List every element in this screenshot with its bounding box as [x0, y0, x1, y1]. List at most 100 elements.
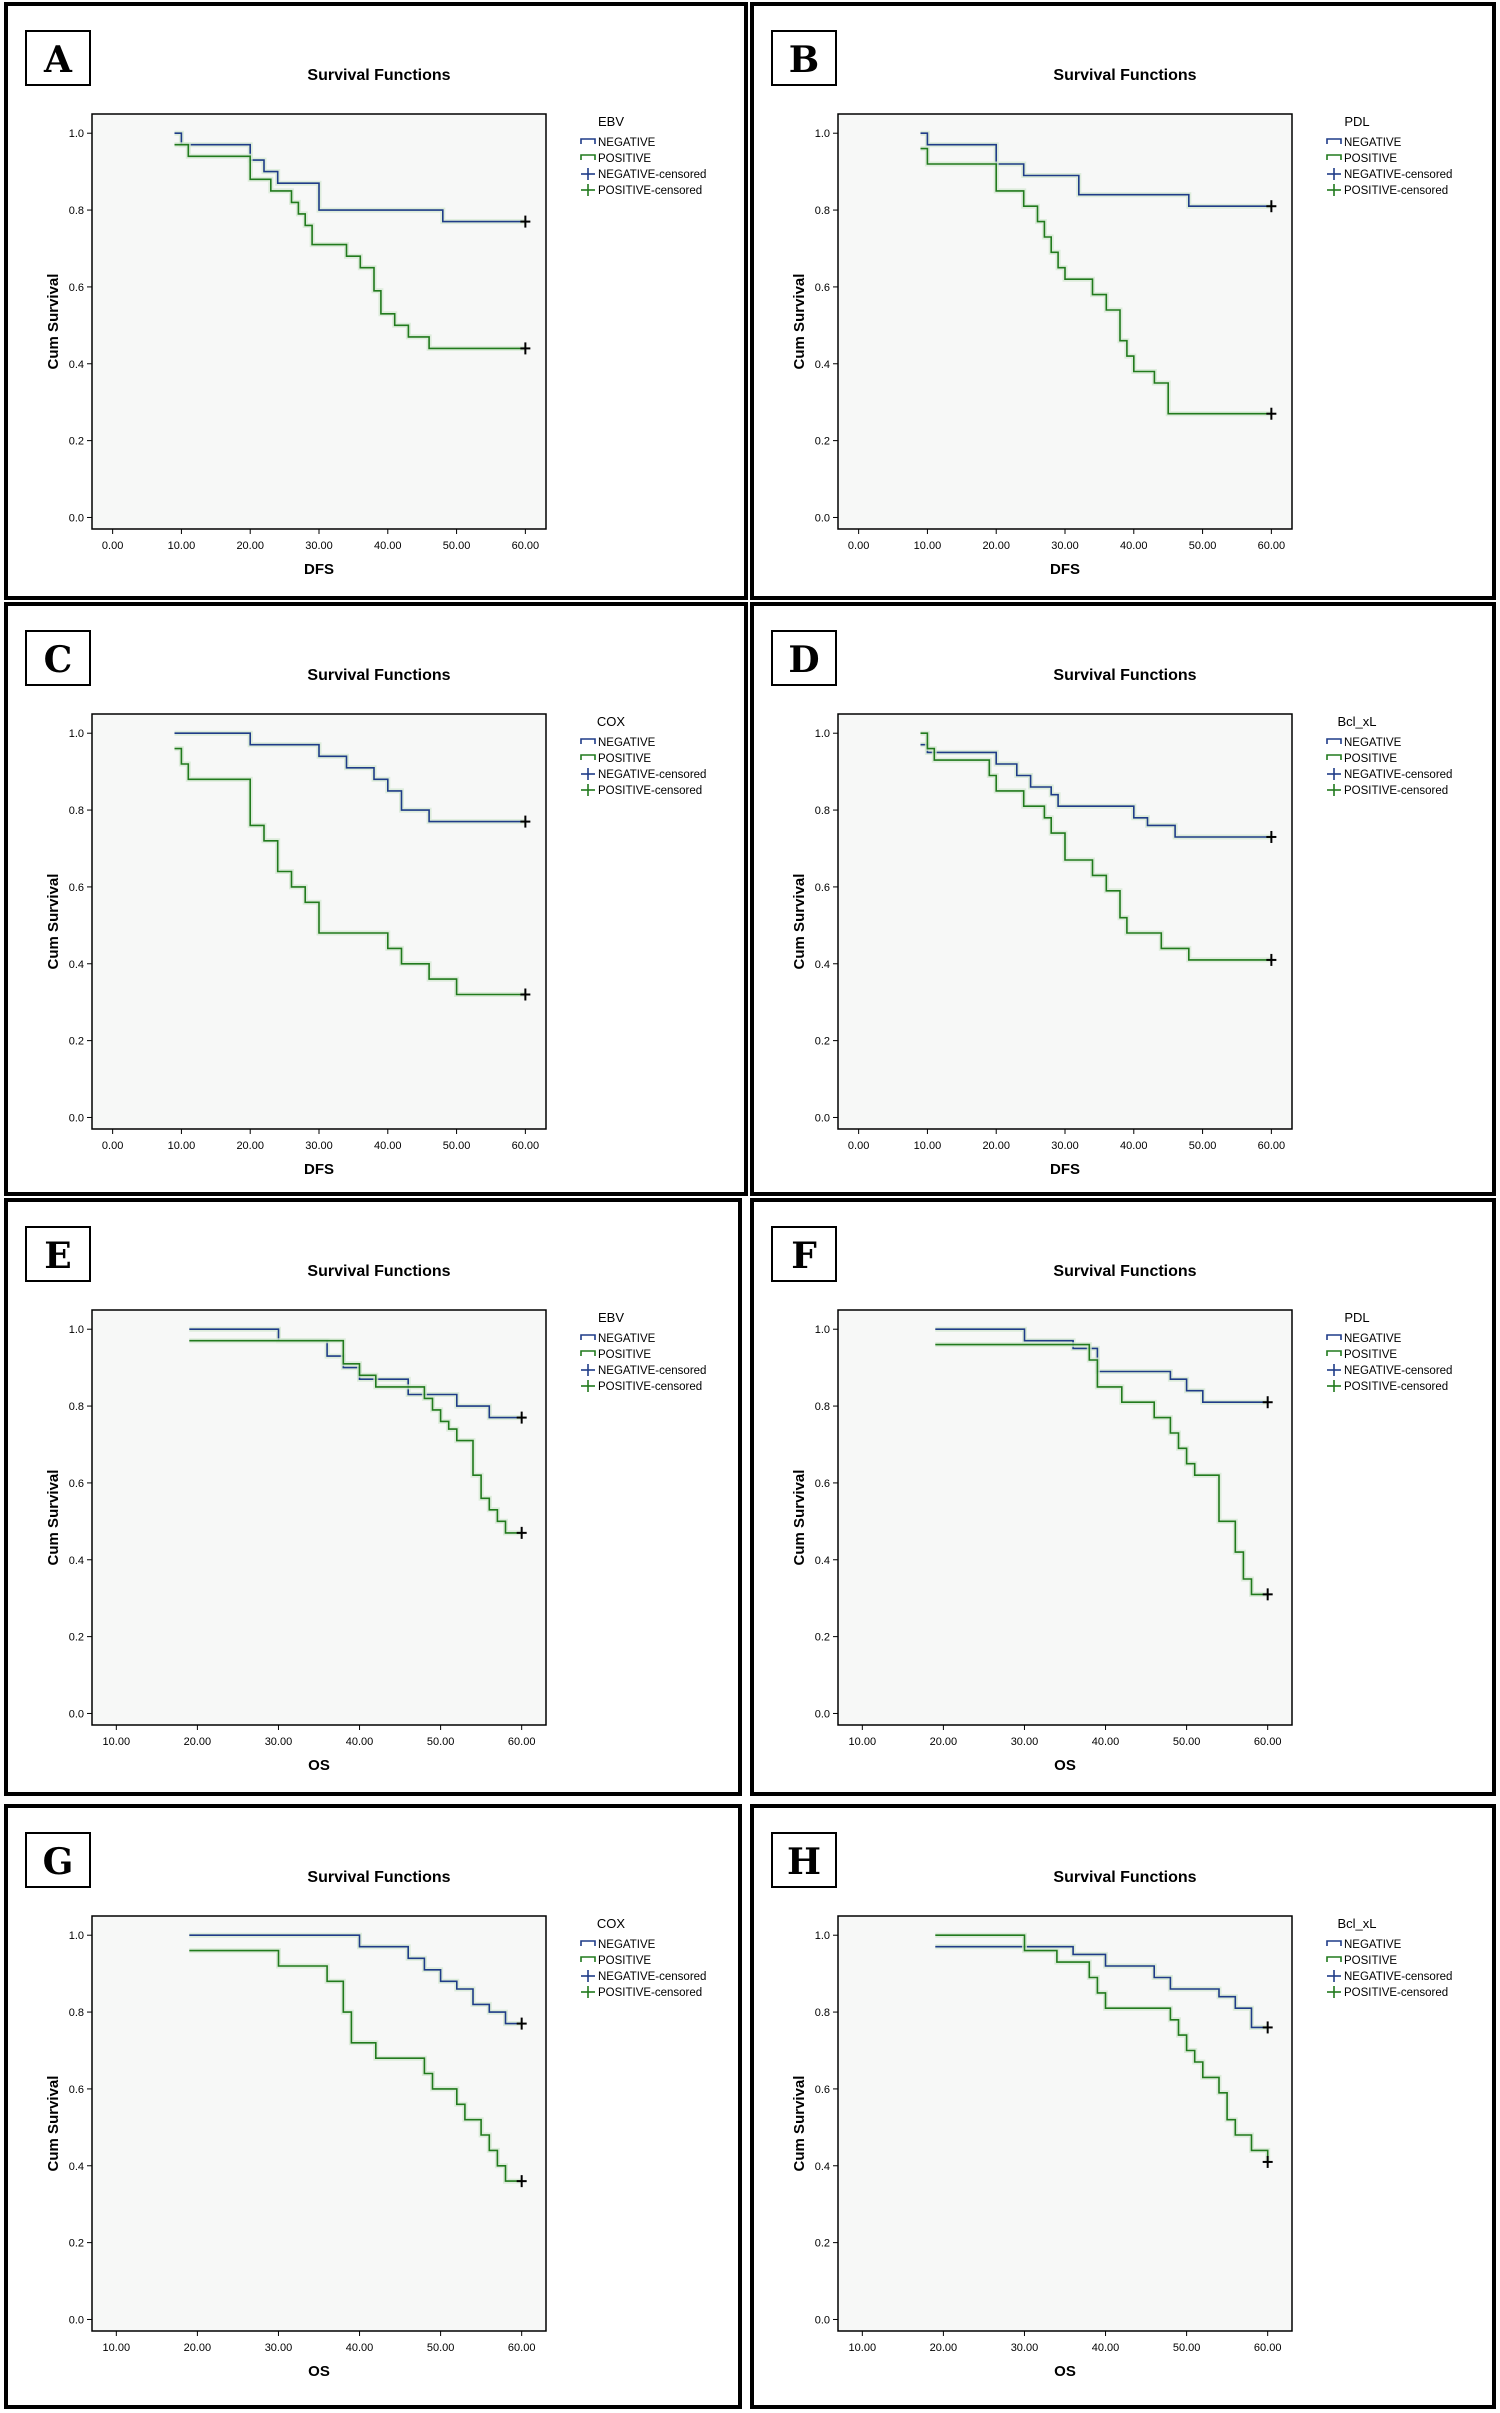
- y-axis-label: Cum Survival: [45, 874, 62, 970]
- legend-entry: POSITIVE-censored: [598, 185, 702, 197]
- legend-entry: POSITIVE-censored: [1344, 185, 1448, 197]
- series-line-negative: [935, 1945, 1268, 2029]
- x-tick-label: 20.00: [982, 540, 1010, 552]
- x-axis-label: DFS: [304, 1161, 334, 1178]
- chart-title: Survival Functions: [307, 1869, 450, 1886]
- x-tick-label: 30.00: [1051, 540, 1079, 552]
- x-tick-label: 60.00: [512, 540, 540, 552]
- panel-letter-box: [25, 30, 91, 86]
- y-tick-label: 0.4: [815, 359, 830, 371]
- legend-swatch: [1326, 1350, 1342, 1356]
- chart-title: Survival Functions: [1053, 67, 1196, 84]
- x-tick-label: 0.00: [848, 540, 869, 552]
- x-tick-label: 50.00: [1189, 1140, 1217, 1152]
- x-tick-label: 10.00: [914, 1140, 942, 1152]
- y-tick-label: 0.6: [815, 1478, 830, 1490]
- y-axis-label: Cum Survival: [45, 274, 62, 370]
- series-line-positive: [174, 747, 526, 996]
- x-tick-label: 40.00: [1120, 540, 1148, 552]
- panel-letter-box: [771, 630, 837, 686]
- x-axis-label: OS: [308, 2363, 330, 2380]
- y-tick-label: 1.0: [69, 728, 84, 740]
- x-axis-label: OS: [1054, 2363, 1076, 2380]
- panel-letter-box: [771, 1832, 837, 1888]
- x-tick-label: 10.00: [849, 2342, 877, 2354]
- plot-area: [837, 713, 1293, 1130]
- x-axis-label: DFS: [304, 561, 334, 578]
- legend-entry: NEGATIVE-censored: [598, 1365, 706, 1377]
- x-tick-label: 10.00: [849, 1736, 877, 1748]
- panel-b: B Survival Functions 0.0 0.2 0.4 0.6 0.8 1.0 0.0…: [750, 2, 1496, 600]
- x-tick-label: 50.00: [443, 540, 471, 552]
- x-tick-label: 20.00: [184, 1736, 212, 1748]
- y-tick-label: 0.0: [815, 2314, 830, 2326]
- y-tick-label: 1.0: [69, 128, 84, 140]
- y-tick-label: 0.6: [815, 882, 830, 894]
- panel-letter-box: [25, 1832, 91, 1888]
- chart-title: Survival Functions: [1053, 1869, 1196, 1886]
- x-tick-label: 40.00: [1120, 1140, 1148, 1152]
- y-tick-label: 0.0: [69, 1708, 84, 1720]
- y-tick-label: 1.0: [815, 1324, 830, 1336]
- y-tick-label: 0.2: [69, 2238, 84, 2250]
- x-tick-label: 50.00: [1173, 2342, 1201, 2354]
- plot-area: [91, 113, 547, 530]
- x-tick-label: 30.00: [1011, 2342, 1039, 2354]
- y-tick-label: 0.8: [69, 1401, 84, 1413]
- y-tick-label: 0.2: [815, 1632, 830, 1644]
- x-tick-label: 30.00: [1051, 1140, 1079, 1152]
- y-tick-label: 0.0: [69, 512, 84, 524]
- y-tick-label: 1.0: [815, 728, 830, 740]
- x-tick-label: 20.00: [236, 540, 264, 552]
- legend-swatch: [580, 154, 596, 160]
- y-tick-label: 0.2: [69, 436, 84, 448]
- legend-title: PDL: [1344, 1310, 1369, 1325]
- legend-entry: POSITIVE: [598, 153, 651, 165]
- y-tick-label: 1.0: [815, 128, 830, 140]
- legend-swatch: [580, 1350, 596, 1356]
- x-tick-label: 50.00: [1173, 1736, 1201, 1748]
- y-axis-label: Cum Survival: [791, 2076, 808, 2172]
- x-axis-label: OS: [1054, 1757, 1076, 1774]
- y-tick-label: 0.8: [815, 2007, 830, 2019]
- series-line-positive: [920, 147, 1272, 415]
- plot-area: [837, 113, 1293, 530]
- chart-title: Survival Functions: [307, 67, 450, 84]
- legend-entry: NEGATIVE-censored: [598, 169, 706, 181]
- legend-entry: POSITIVE-censored: [598, 1381, 702, 1393]
- legend-entry: NEGATIVE: [598, 1333, 656, 1345]
- legend-entry: POSITIVE: [598, 753, 651, 765]
- x-tick-label: 40.00: [374, 540, 402, 552]
- panel-letter: B: [789, 39, 819, 81]
- x-tick-label: 50.00: [427, 1736, 455, 1748]
- legend-entry: NEGATIVE-censored: [1344, 169, 1452, 181]
- legend-swatch: [1326, 1940, 1342, 1946]
- legend-swatch: [580, 1940, 596, 1946]
- legend-swatch: [580, 738, 596, 744]
- y-tick-label: 0.4: [815, 959, 830, 971]
- legend-title: PDL: [1344, 114, 1369, 129]
- x-tick-label: 40.00: [374, 1140, 402, 1152]
- chart-title: Survival Functions: [307, 667, 450, 684]
- series-line-positive: [920, 732, 1272, 961]
- x-tick-label: 60.00: [1254, 1736, 1282, 1748]
- legend-entry: POSITIVE: [1344, 753, 1397, 765]
- y-axis-label: Cum Survival: [791, 874, 808, 970]
- legend-entry: POSITIVE: [1344, 153, 1397, 165]
- x-tick-label: 0.00: [848, 1140, 869, 1152]
- panel-a: A Survival Functions 0.0 0.2 0.4 0.6 0.8 1.0 0.0…: [4, 2, 748, 600]
- legend-swatch: [580, 138, 596, 144]
- series-line-positive: [174, 143, 526, 350]
- y-tick-label: 0.0: [815, 1112, 830, 1124]
- y-tick-label: 0.2: [815, 1036, 830, 1048]
- x-tick-label: 30.00: [265, 1736, 293, 1748]
- chart-title: Survival Functions: [307, 1263, 450, 1280]
- y-axis-label: Cum Survival: [791, 274, 808, 370]
- y-tick-label: 0.4: [69, 959, 84, 971]
- y-tick-label: 0.2: [815, 436, 830, 448]
- panel-letter: C: [44, 639, 73, 681]
- y-tick-label: 0.6: [69, 1478, 84, 1490]
- y-tick-label: 0.6: [815, 2084, 830, 2096]
- panel-letter: D: [788, 639, 819, 681]
- legend-entry: NEGATIVE: [1344, 137, 1402, 149]
